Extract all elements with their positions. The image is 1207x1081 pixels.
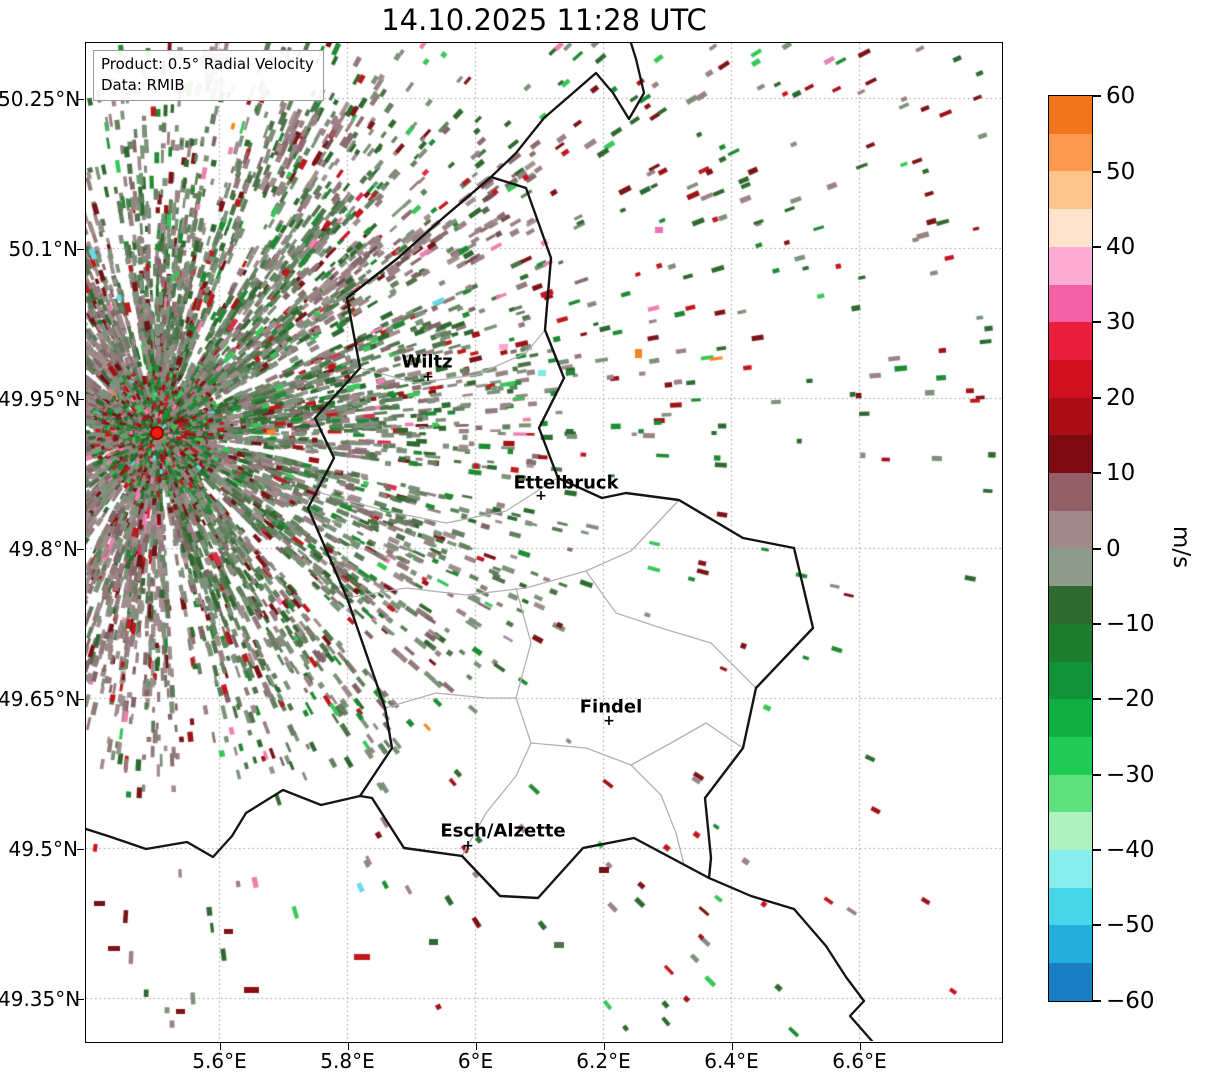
colorbar-band [1049, 812, 1092, 851]
colorbar-tick-label: −50 [1106, 912, 1155, 939]
y-tick-mark [77, 98, 84, 101]
colorbar-tick-mark [1093, 924, 1101, 927]
x-tick-mark [603, 1043, 606, 1050]
y-tick-mark [77, 398, 84, 401]
colorbar-band [1049, 284, 1092, 323]
colorbar-band [1049, 963, 1092, 1001]
x-tick-mark [731, 1043, 734, 1050]
colorbar-band [1049, 887, 1092, 926]
colorbar-tick-mark [1093, 547, 1101, 550]
y-tick-mark [77, 548, 84, 551]
colorbar-band [1049, 510, 1092, 549]
colorbar-band [1049, 133, 1092, 172]
colorbar-tick-label: 50 [1106, 158, 1136, 185]
colorbar-band [1049, 925, 1092, 964]
colorbar-tick-label: 60 [1106, 83, 1136, 110]
y-tick-label: 50.1°N [8, 236, 79, 261]
y-tick-mark [77, 698, 84, 701]
colorbar-band [1049, 397, 1092, 436]
y-tick-label: 49.5°N [8, 836, 79, 861]
y-tick-label: 49.65°N [0, 686, 81, 711]
colorbar-band [1049, 209, 1092, 247]
city-marker-ettelbruck: + [535, 488, 547, 504]
colorbar-tick-mark [1093, 848, 1101, 851]
colorbar-tick-mark [1093, 170, 1101, 173]
city-marker-wiltz: + [422, 369, 434, 385]
colorbar-tick-label: −40 [1106, 836, 1155, 863]
y-tick-mark [77, 998, 84, 1001]
plot-title: 14.10.2025 11:28 UTC [381, 3, 707, 37]
colorbar-tick-mark [1093, 773, 1101, 776]
y-tick-label: 49.95°N [0, 386, 81, 411]
colorbar-band [1049, 736, 1092, 775]
product-info-line2: Data: RMIB [101, 76, 185, 94]
colorbar-tick-label: 20 [1106, 384, 1136, 411]
y-tick-label: 50.25°N [0, 86, 81, 111]
city-marker-esch-alzette: + [462, 838, 474, 854]
x-tick-mark [859, 1043, 862, 1050]
colorbar-tick-label: 0 [1106, 535, 1121, 562]
colorbar-band [1049, 359, 1092, 398]
colorbar-band [1049, 322, 1092, 360]
colorbar-tick-mark [1093, 95, 1101, 98]
colorbar-band [1049, 435, 1092, 474]
colorbar-band [1049, 661, 1092, 700]
colorbar-band [1049, 473, 1092, 511]
x-tick-label: 6.6°E [832, 1049, 887, 1073]
colorbar-tick-mark [1093, 622, 1101, 625]
x-tick-label: 6.2°E [576, 1049, 631, 1073]
y-tick-mark [77, 848, 84, 851]
y-tick-label: 49.8°N [8, 536, 79, 561]
colorbar-tick-label: 30 [1106, 309, 1136, 336]
colorbar-tick-mark [1093, 999, 1101, 1002]
x-tick-label: 6°E [457, 1049, 494, 1073]
colorbar-tick-mark [1093, 698, 1101, 701]
colorbar-band [1049, 96, 1092, 134]
colorbar-band [1049, 586, 1092, 624]
x-tick-mark [347, 1043, 350, 1050]
colorbar-tick-label: 10 [1106, 460, 1136, 487]
colorbar [1048, 95, 1093, 1002]
product-info-line1: Product: 0.5° Radial Velocity [101, 55, 314, 73]
colorbar-tick-mark [1093, 396, 1101, 399]
map-plot-area: Product: 0.5° Radial Velocity Data: RMIB… [85, 42, 1003, 1043]
x-tick-mark [475, 1043, 478, 1050]
city-marker-findel: + [603, 713, 615, 729]
city-label-esch-alzette: Esch/Alzette [440, 820, 566, 842]
colorbar-band [1049, 171, 1092, 210]
colorbar-band [1049, 850, 1092, 888]
radar-velocity-canvas [86, 43, 1001, 1041]
colorbar-band [1049, 623, 1092, 662]
colorbar-tick-label: −30 [1106, 761, 1155, 788]
city-label-ettelbruck: Ettelbruck [513, 472, 619, 494]
colorbar-tick-label: −20 [1106, 686, 1155, 713]
colorbar-band [1049, 699, 1092, 737]
x-tick-label: 5.6°E [192, 1049, 247, 1073]
x-tick-label: 5.8°E [320, 1049, 375, 1073]
radar-site-marker [150, 426, 164, 440]
y-tick-mark [77, 248, 84, 251]
colorbar-band [1049, 548, 1092, 587]
colorbar-tick-label: −60 [1106, 987, 1155, 1014]
colorbar-band [1049, 246, 1092, 285]
colorbar-tick-label: −10 [1106, 610, 1155, 637]
colorbar-tick-label: 40 [1106, 234, 1136, 261]
colorbar-tick-mark [1093, 472, 1101, 475]
x-tick-label: 6.4°E [704, 1049, 759, 1073]
product-info-box: Product: 0.5° Radial Velocity Data: RMIB [93, 50, 324, 101]
y-tick-label: 49.35°N [0, 986, 81, 1011]
colorbar-band [1049, 774, 1092, 813]
colorbar-tick-mark [1093, 246, 1101, 249]
colorbar-unit-label: m/s [1168, 525, 1194, 569]
colorbar-tick-mark [1093, 321, 1101, 324]
x-tick-mark [219, 1043, 222, 1050]
